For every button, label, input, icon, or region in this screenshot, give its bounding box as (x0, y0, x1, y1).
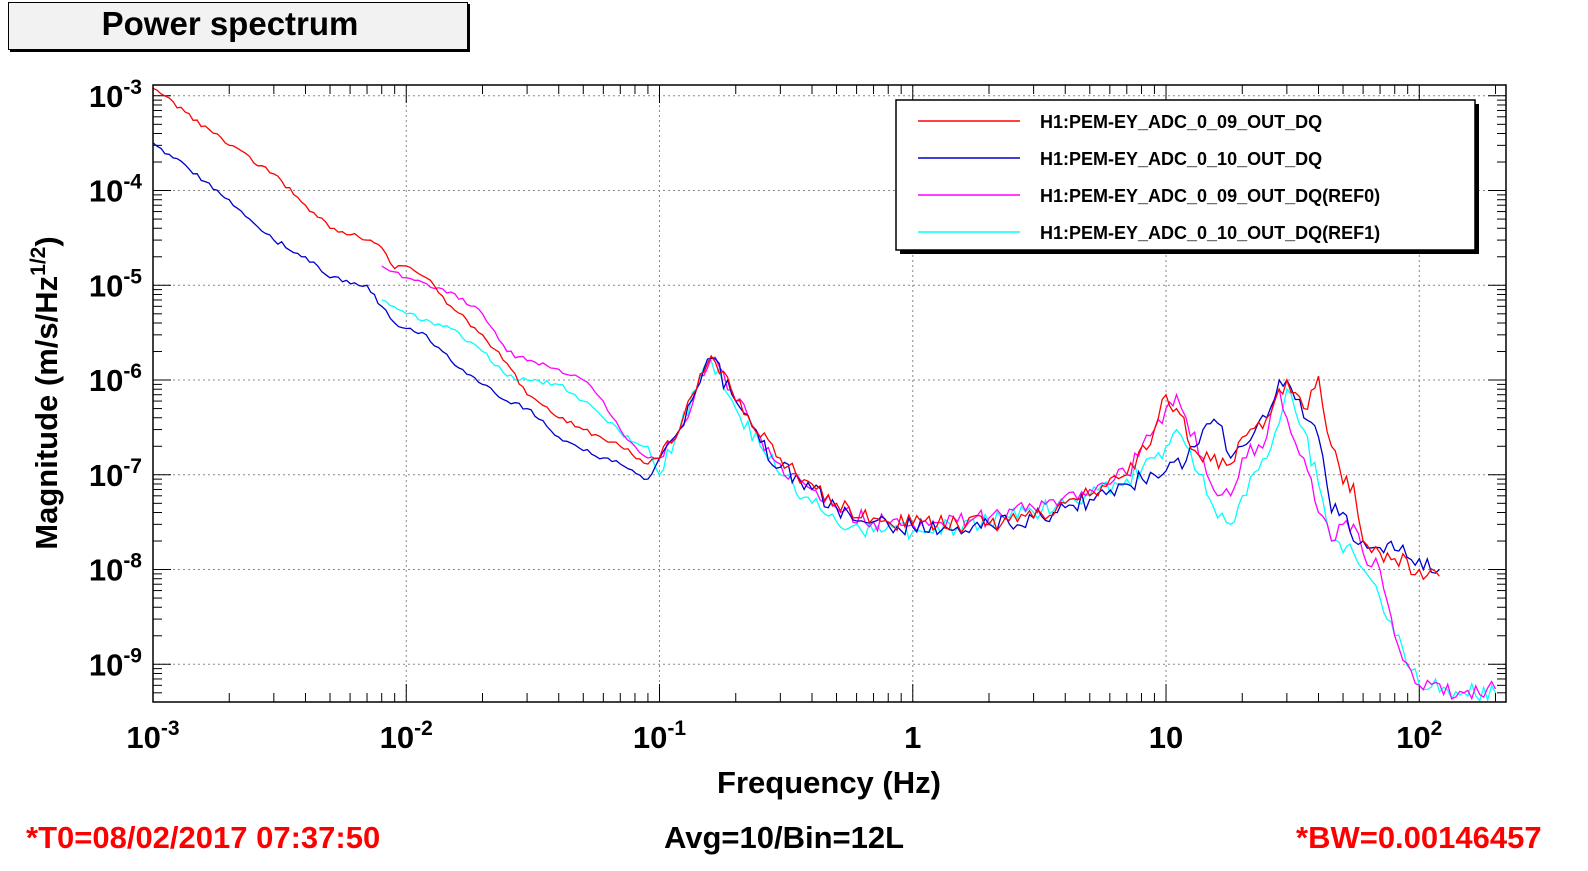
footer-bw: *BW=0.00146457 (1296, 820, 1542, 855)
grid-lines (152, 85, 1506, 702)
legend-label-2: H1:PEM-EY_ADC_0_09_OUT_DQ(REF0) (1040, 186, 1380, 206)
y-tick-label-4: 10-7 (89, 455, 142, 493)
y-tick-label-5: 10-8 (89, 550, 142, 588)
legend-label-0: H1:PEM-EY_ADC_0_09_OUT_DQ (1040, 112, 1322, 132)
y-tick-label-2: 10-5 (89, 265, 142, 303)
y-axis-label-sup: 1/2 (27, 247, 50, 276)
footer-avg: Avg=10/Bin=12L (664, 820, 905, 855)
x-tick-label-1: 10-2 (380, 717, 433, 755)
legend-label-3: H1:PEM-EY_ADC_0_10_OUT_DQ(REF1) (1040, 223, 1380, 243)
y-tick-labels: 10-3 10-4 10-5 10-6 10-7 10-8 10-9 (89, 76, 142, 682)
x-axis-label: Frequency (Hz) (717, 765, 941, 800)
y-axis-label-close: ) (29, 236, 64, 246)
minor-ticks (152, 85, 1506, 703)
x-tick-label-0: 10-3 (126, 717, 179, 755)
x-tick-label-3: 1 (904, 720, 921, 755)
footer-t0: *T0=08/02/2017 07:37:50 (26, 820, 381, 855)
legend: H1:PEM-EY_ADC_0_09_OUT_DQ H1:PEM-EY_ADC_0… (895, 99, 1479, 254)
series-line-0 (153, 87, 1440, 581)
series-line-2 (381, 265, 1497, 701)
y-axis-label: Magnitude (m/s/Hz1/2) (27, 236, 64, 549)
x-tick-label-2: 10-1 (633, 717, 686, 755)
chart-title: Power spectrum (101, 5, 359, 42)
series-line-3 (381, 299, 1497, 702)
x-tick-label-4: 10 (1149, 720, 1183, 755)
plot-frame (152, 84, 1507, 703)
x-tick-labels: 10-3 10-2 10-1 1 10 102 (126, 717, 1442, 755)
x-tick-label-5: 102 (1396, 717, 1442, 755)
y-tick-label-3: 10-6 (89, 360, 142, 398)
series-layer (153, 87, 1497, 702)
legend-label-1: H1:PEM-EY_ADC_0_10_OUT_DQ (1040, 149, 1322, 169)
y-tick-label-6: 10-9 (89, 644, 142, 682)
chart-title-box: Power spectrum (8, 2, 468, 50)
y-tick-label-1: 10-4 (89, 171, 142, 209)
y-axis-label-main: Magnitude (m/s/Hz (29, 276, 64, 550)
y-tick-label-0: 10-3 (89, 76, 142, 114)
